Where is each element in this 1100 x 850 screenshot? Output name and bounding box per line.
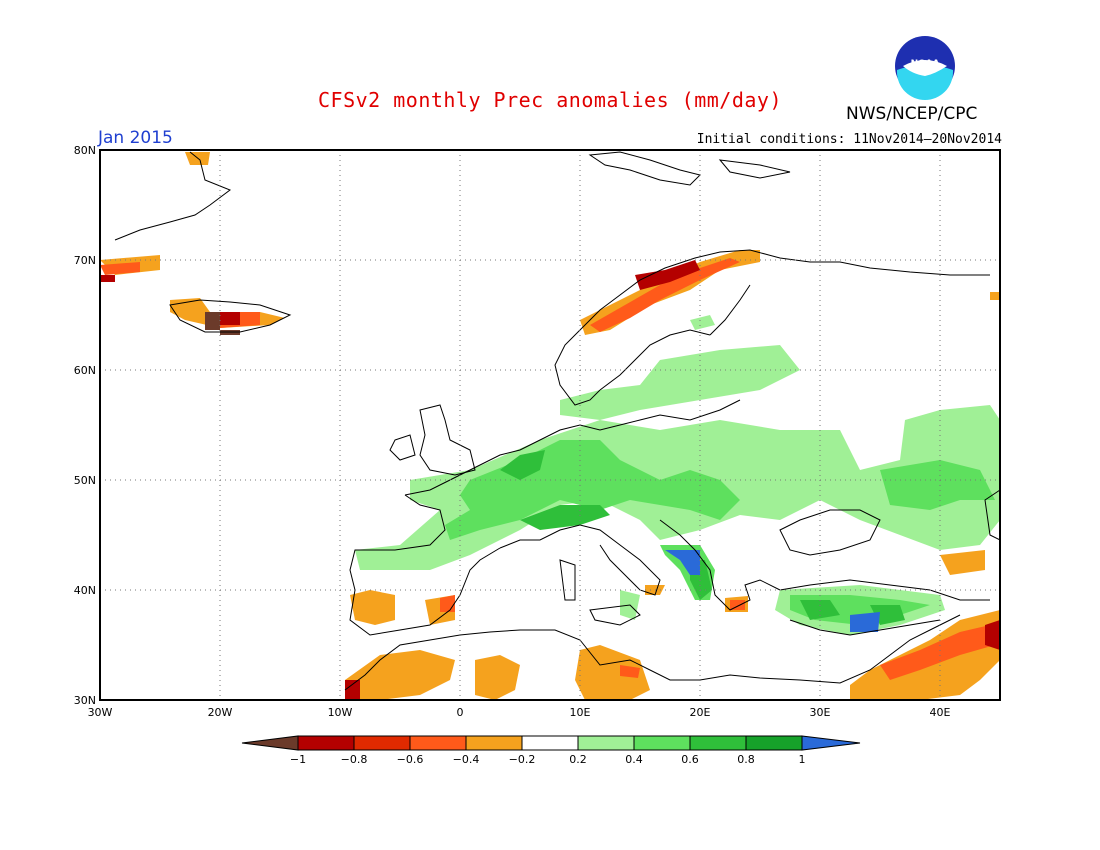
chart-title: CFSv2 monthly Prec anomalies (mm/day)	[317, 88, 783, 112]
initial-conditions: Initial conditions: 11Nov2014–20Nov2014	[696, 132, 1002, 147]
legend-label: −0.4	[453, 753, 480, 766]
lon-axis: 30W 20W 10W 0 10E 20E 30E 40E	[88, 706, 951, 719]
lat-label: 70N	[74, 254, 96, 267]
forecast-month: Jan 2015	[98, 128, 173, 148]
legend-label: 0.6	[681, 753, 699, 766]
lon-label: 20W	[208, 706, 233, 719]
grid-lines	[100, 150, 1000, 700]
svg-text:NOAA: NOAA	[911, 59, 940, 69]
legend-swatch	[297, 735, 355, 751]
legend-swatch	[465, 735, 523, 751]
legend-label: −1	[290, 753, 306, 766]
map-area	[99, 149, 1001, 701]
lat-label: 30N	[74, 694, 96, 707]
legend-label: 1	[799, 753, 806, 766]
legend-swatch	[241, 735, 299, 751]
legend-swatch	[745, 735, 803, 751]
lon-label: 20E	[690, 706, 711, 719]
legend-swatch	[633, 735, 691, 751]
color-legend: −1 −0.8 −0.6 −0.4 −0.2 0.2 0.4 0.6 0.8 1	[241, 735, 861, 766]
lon-label: 10W	[328, 706, 353, 719]
noaa-logo-icon: NOAA	[895, 36, 955, 100]
lon-label: 10E	[570, 706, 591, 719]
org-label: NWS/NCEP/CPC	[846, 104, 978, 124]
legend-label: 0.8	[737, 753, 755, 766]
legend-swatch	[689, 735, 747, 751]
legend-label: −0.8	[341, 753, 368, 766]
lat-label: 40N	[74, 584, 96, 597]
lon-label: 30E	[810, 706, 831, 719]
legend-swatch	[353, 735, 411, 751]
lon-label: 40E	[930, 706, 951, 719]
lat-axis: 80N 70N 60N 50N 40N 30N	[74, 144, 96, 707]
legend-swatch	[801, 735, 861, 751]
legend-label: 0.4	[625, 753, 643, 766]
legend-label: −0.2	[509, 753, 536, 766]
legend-label: −0.6	[397, 753, 424, 766]
lon-label: 30W	[88, 706, 113, 719]
legend-swatch	[409, 735, 467, 751]
legend-swatch	[521, 735, 579, 751]
lon-label: 0	[457, 706, 464, 719]
legend-swatch	[577, 735, 635, 751]
map-frame	[99, 149, 1001, 701]
lat-label: 50N	[74, 474, 96, 487]
lat-label: 60N	[74, 364, 96, 377]
lat-label: 80N	[74, 144, 96, 157]
legend-label: 0.2	[569, 753, 587, 766]
